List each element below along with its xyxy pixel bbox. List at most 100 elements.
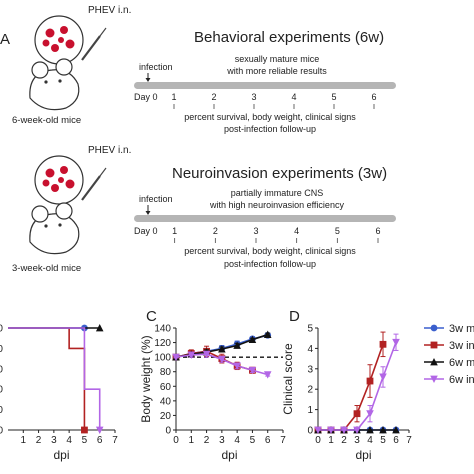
note-line2-3w: with high neuroinvasion efficiency (209, 200, 344, 210)
mouse-ear-right (55, 202, 73, 220)
y-tick-label: 140 (154, 324, 171, 335)
x-tick-label: 1 (21, 435, 27, 446)
y-tick-label: 0 (0, 426, 3, 437)
data-point (248, 335, 257, 344)
legend: 3w m 3w in 6w m 6w in (424, 323, 474, 386)
x-tick-label: 1 (189, 435, 195, 446)
timeline-day-label: 3 (253, 226, 258, 236)
behavioral-title: Behavioral experiments (6w) (194, 29, 384, 46)
mouse-label-6w: 6-week-old mice (12, 115, 81, 126)
y-tick-label: 80 (0, 344, 3, 355)
y-tick-label: 120 (154, 338, 171, 349)
y-tick-label: 3 (307, 364, 313, 375)
timeline-day-label: Day 0 (134, 226, 158, 236)
y-tick-label: 2 (307, 385, 313, 396)
timeline-day-label: 5 (335, 226, 340, 236)
data-point (95, 324, 104, 332)
note-line2-6w: with more reliable results (226, 66, 327, 76)
timeline-day-label: 4 (291, 92, 296, 102)
x-tick-label: 0 (315, 435, 321, 446)
x-tick-label: 3 (51, 435, 57, 446)
data-point (392, 338, 400, 347)
x-tick-label: 7 (112, 435, 118, 446)
data-point (366, 410, 374, 418)
infection-label-6w: infection (139, 62, 173, 72)
data-point (314, 426, 322, 434)
legend-item: 6w m (424, 357, 474, 369)
y-axis-label: Clinical score (281, 343, 295, 415)
x-tick-label: 2 (341, 435, 347, 446)
x-tick-label: 4 (367, 435, 373, 446)
mouse-ear-right (55, 58, 73, 76)
series-6w-in (8, 327, 104, 434)
x-tick-label: 6 (97, 435, 103, 446)
virus-particles (42, 166, 75, 192)
timeline-day-label: 6 (375, 226, 380, 236)
y-tick-label: 40 (160, 396, 172, 407)
legend-label: 3w m (449, 323, 474, 335)
y-tick-label: 4 (307, 344, 313, 355)
x-tick-label: 1 (328, 435, 334, 446)
y-tick-label: 100 (0, 324, 3, 335)
x-tick-label: 5 (380, 435, 386, 446)
x-tick-label: 2 (36, 435, 42, 446)
data-point (263, 330, 272, 338)
timeline-days-6w: Day 0 1 2 3 4 5 6 (134, 92, 377, 109)
data-point (379, 426, 387, 434)
legend-item: 3w in (424, 340, 474, 352)
y-tick-label: 20 (160, 411, 172, 422)
mouse-ear-left (31, 61, 49, 79)
x-tick-label: 3 (219, 435, 225, 446)
y-tick-label: 5 (307, 324, 313, 335)
data-point (95, 426, 104, 434)
series-line (8, 327, 101, 430)
series-line (8, 327, 86, 430)
data-point (430, 375, 438, 383)
y-tick-label: 1 (307, 405, 313, 416)
data-point (353, 426, 361, 434)
x-axis-label: dpi (355, 448, 371, 462)
data-point (327, 426, 335, 434)
legend-item: 3w m (424, 323, 474, 335)
data-point (430, 324, 438, 332)
data-point (218, 355, 226, 364)
series-3w-in (8, 327, 88, 434)
panel-d-label: D (289, 308, 300, 325)
x-tick-label: 0 (173, 435, 179, 446)
x-tick-label: 3 (354, 435, 360, 446)
footer-line1-3w: percent survival, body weight, clinical … (184, 246, 356, 256)
y-tick-label: 20 (0, 405, 3, 416)
y-tick-label: 60 (0, 364, 3, 375)
x-tick-label: 7 (406, 435, 412, 446)
behavioral-row: PHEV i.n. 6-week-old mice Behavioral exp… (12, 5, 396, 134)
x-tick-label: 2 (204, 435, 210, 446)
footer-line2-6w: post-infection follow-up (224, 124, 316, 134)
legend-item: 6w in (424, 374, 474, 386)
timeline-day-label: 3 (251, 92, 256, 102)
note-line1-6w: sexually mature mice (235, 54, 320, 64)
data-point (81, 426, 88, 434)
series-6w-in (172, 350, 272, 379)
data-point (366, 377, 374, 385)
y-tick-label: 0 (307, 426, 313, 437)
data-point (218, 345, 226, 353)
neuroinvasion-row: PHEV i.n. 3-week-old mice Neuroinvasion … (12, 145, 396, 274)
legend-label: 6w m (449, 357, 474, 369)
data-point (430, 358, 438, 366)
y-tick-label: 80 (160, 367, 172, 378)
timeline-day-label: 1 (172, 226, 177, 236)
timeline-day-label: 5 (331, 92, 336, 102)
data-point (379, 340, 387, 348)
data-point (379, 373, 387, 381)
x-axis-label: dpi (53, 448, 69, 462)
legend-label: 6w in (449, 374, 474, 386)
pipette (81, 35, 101, 61)
series-line (318, 344, 384, 431)
timeline-day-label: 6 (371, 92, 376, 102)
y-tick-label: 60 (160, 382, 172, 393)
data-point (202, 350, 211, 359)
timeline-days-3w: Day 0 1 2 3 4 5 6 (134, 226, 381, 243)
